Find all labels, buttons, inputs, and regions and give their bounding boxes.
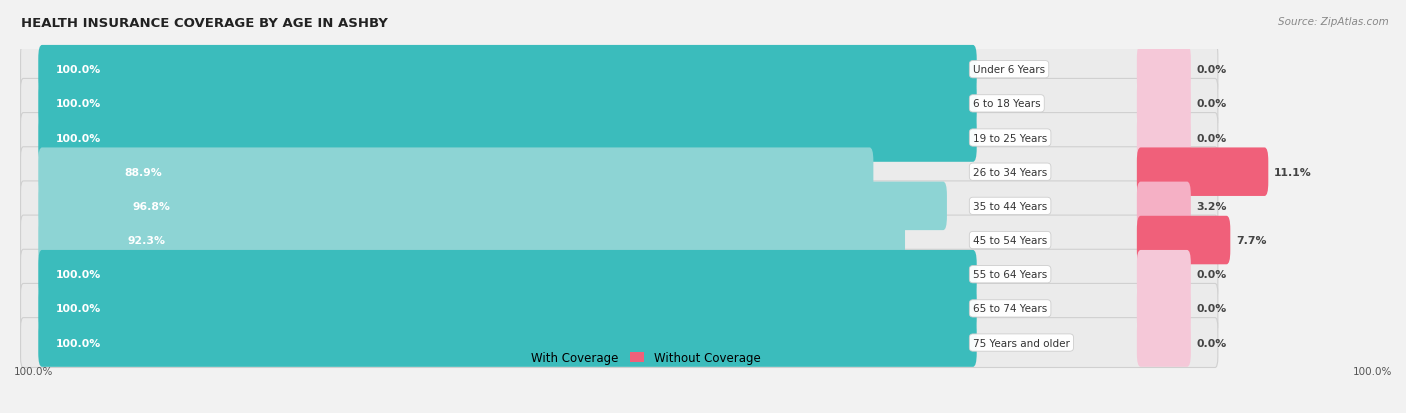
Text: 45 to 54 Years: 45 to 54 Years: [973, 235, 1047, 245]
FancyBboxPatch shape: [38, 80, 977, 128]
Text: 35 to 44 Years: 35 to 44 Years: [973, 202, 1047, 211]
Text: 0.0%: 0.0%: [1197, 270, 1226, 280]
Text: 26 to 34 Years: 26 to 34 Years: [973, 167, 1047, 177]
Text: 100.0%: 100.0%: [56, 65, 101, 75]
FancyBboxPatch shape: [21, 45, 1218, 95]
Text: Source: ZipAtlas.com: Source: ZipAtlas.com: [1278, 17, 1389, 26]
FancyBboxPatch shape: [21, 284, 1218, 334]
FancyBboxPatch shape: [38, 114, 977, 162]
FancyBboxPatch shape: [21, 113, 1218, 163]
FancyBboxPatch shape: [1137, 46, 1191, 94]
Text: Under 6 Years: Under 6 Years: [973, 65, 1045, 75]
Text: 65 to 74 Years: 65 to 74 Years: [973, 304, 1047, 313]
Text: 0.0%: 0.0%: [1197, 65, 1226, 75]
FancyBboxPatch shape: [38, 318, 977, 367]
FancyBboxPatch shape: [1137, 285, 1191, 333]
Text: 100.0%: 100.0%: [56, 304, 101, 313]
FancyBboxPatch shape: [21, 147, 1218, 197]
Text: 55 to 64 Years: 55 to 64 Years: [973, 270, 1047, 280]
FancyBboxPatch shape: [1137, 216, 1230, 265]
FancyBboxPatch shape: [38, 46, 977, 94]
Text: 100.0%: 100.0%: [56, 133, 101, 143]
Text: 11.1%: 11.1%: [1274, 167, 1312, 177]
FancyBboxPatch shape: [21, 318, 1218, 368]
FancyBboxPatch shape: [1137, 114, 1191, 162]
Text: 3.2%: 3.2%: [1197, 202, 1227, 211]
Text: 0.0%: 0.0%: [1197, 338, 1226, 348]
FancyBboxPatch shape: [1137, 80, 1191, 128]
Text: 100.0%: 100.0%: [56, 338, 101, 348]
Text: 0.0%: 0.0%: [1197, 99, 1226, 109]
FancyBboxPatch shape: [21, 250, 1218, 299]
Legend: With Coverage, Without Coverage: With Coverage, Without Coverage: [503, 347, 765, 369]
FancyBboxPatch shape: [1137, 250, 1191, 299]
Text: 100.0%: 100.0%: [56, 270, 101, 280]
Text: 88.9%: 88.9%: [125, 167, 163, 177]
FancyBboxPatch shape: [1137, 182, 1191, 230]
FancyBboxPatch shape: [38, 285, 977, 333]
Text: 100.0%: 100.0%: [56, 99, 101, 109]
Text: 7.7%: 7.7%: [1236, 235, 1267, 245]
Text: 6 to 18 Years: 6 to 18 Years: [973, 99, 1040, 109]
Text: 100.0%: 100.0%: [1353, 366, 1392, 376]
FancyBboxPatch shape: [38, 148, 873, 197]
Text: 100.0%: 100.0%: [14, 366, 53, 376]
FancyBboxPatch shape: [38, 216, 905, 265]
Text: 75 Years and older: 75 Years and older: [973, 338, 1070, 348]
FancyBboxPatch shape: [38, 182, 946, 230]
FancyBboxPatch shape: [21, 216, 1218, 265]
Text: 0.0%: 0.0%: [1197, 133, 1226, 143]
FancyBboxPatch shape: [21, 79, 1218, 129]
Text: 96.8%: 96.8%: [132, 202, 170, 211]
FancyBboxPatch shape: [21, 181, 1218, 231]
FancyBboxPatch shape: [1137, 148, 1268, 197]
Text: 92.3%: 92.3%: [128, 235, 166, 245]
Text: 19 to 25 Years: 19 to 25 Years: [973, 133, 1047, 143]
Text: 0.0%: 0.0%: [1197, 304, 1226, 313]
FancyBboxPatch shape: [1137, 318, 1191, 367]
Text: HEALTH INSURANCE COVERAGE BY AGE IN ASHBY: HEALTH INSURANCE COVERAGE BY AGE IN ASHB…: [21, 17, 388, 29]
FancyBboxPatch shape: [38, 250, 977, 299]
